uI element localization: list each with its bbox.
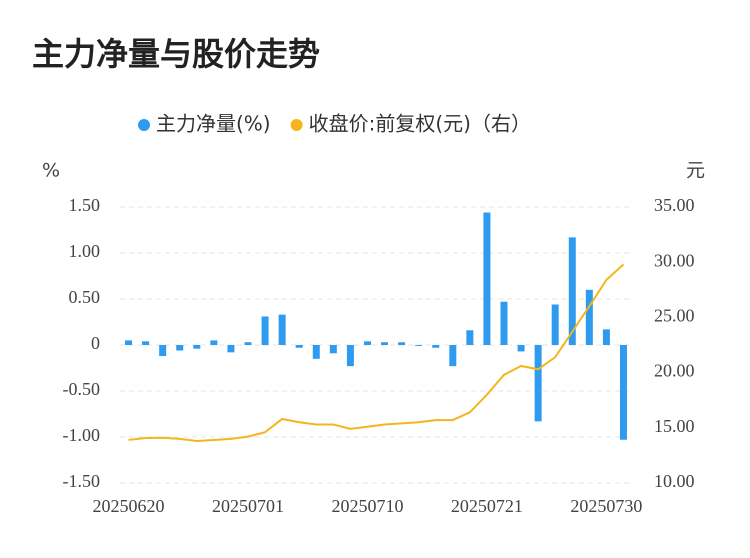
y-axis-label: % [42, 160, 60, 182]
legend-marker [290, 119, 303, 131]
y2-tick-label: 10.00 [654, 471, 695, 491]
bar [381, 342, 389, 345]
legend-marker [138, 119, 150, 131]
bar [500, 301, 508, 345]
bar [329, 345, 337, 354]
bar [534, 345, 542, 422]
x-tick-label: 20250710 [331, 496, 403, 516]
chart-title: 主力净量与股价走势 [32, 35, 320, 73]
bar [568, 237, 576, 345]
x-tick-label: 20250730 [570, 496, 642, 516]
bar [483, 212, 491, 345]
y-tick-label: 0.50 [69, 287, 101, 307]
bar [159, 345, 167, 357]
bar [551, 304, 559, 345]
bar [142, 341, 150, 345]
bar [125, 340, 133, 345]
bar [466, 330, 474, 345]
y2-tick-label: 30.00 [654, 250, 695, 270]
y2-tick-label: 20.00 [654, 361, 695, 381]
bar [398, 342, 406, 345]
bar [363, 341, 371, 345]
y-tick-label: -1.50 [63, 471, 101, 491]
y-tick-label: 1.50 [69, 195, 101, 215]
bar [432, 345, 440, 348]
x-tick-label: 20250701 [212, 496, 284, 516]
y-tick-label: -1.00 [63, 425, 101, 445]
bar [244, 342, 252, 345]
bar [517, 345, 525, 352]
bar [278, 314, 286, 345]
bar [415, 345, 423, 346]
bar [449, 345, 457, 367]
bar [585, 289, 593, 345]
y2-axis-label: 元 [686, 160, 705, 182]
bar [176, 345, 184, 351]
y-tick-label: 1.00 [69, 241, 101, 261]
y2-tick-label: 25.00 [654, 306, 695, 326]
y2-tick-label: 35.00 [654, 195, 695, 215]
bar [193, 345, 201, 349]
bar [346, 345, 354, 367]
x-tick-label: 20250721 [451, 496, 523, 516]
y-tick-label: -0.50 [63, 379, 101, 399]
y2-tick-label: 15.00 [654, 416, 695, 436]
x-tick-label: 20250620 [93, 496, 165, 516]
legend-label: 主力净量(%) [156, 112, 271, 136]
bar [295, 345, 303, 348]
bar [602, 329, 610, 345]
legend-label: 收盘价:前复权(元)（右） [309, 112, 531, 136]
bar [227, 345, 235, 353]
bar [210, 340, 218, 345]
bar [261, 316, 269, 345]
price-line [128, 263, 625, 443]
bar [312, 345, 320, 359]
y-tick-label: 0 [91, 333, 100, 353]
bar [619, 345, 627, 440]
